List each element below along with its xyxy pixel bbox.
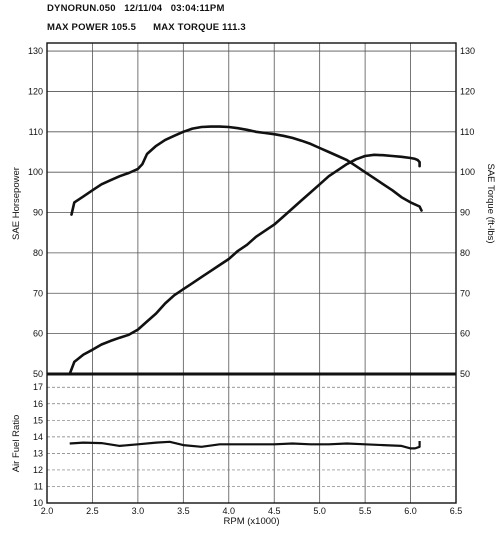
run-info-header: DYNORUN.050 12/11/04 03:04:11PM	[47, 3, 225, 14]
y-axis-label-horsepower: SAE Horsepower	[11, 167, 22, 240]
max-values-header: MAX POWER 105.5 MAX TORQUE 111.3	[47, 22, 246, 33]
left-tick-label: 50	[33, 369, 43, 379]
afr-tick-label: 14	[33, 432, 43, 442]
left-tick-label: 60	[33, 329, 43, 339]
right-tick-label: 130	[460, 46, 475, 56]
left-tick-label: 110	[29, 127, 43, 137]
left-tick-label: 100	[28, 167, 43, 177]
afr-tick-label: 16	[33, 399, 43, 409]
torque-line	[70, 125, 423, 216]
top-panel-gridlines	[46, 43, 457, 503]
x-tick-label: 5.0	[313, 506, 326, 516]
afr-tick-label: 17	[33, 382, 43, 392]
left-tick-label: 80	[33, 248, 43, 258]
x-tick-label: 2.0	[41, 506, 54, 516]
plot-frames	[46, 42, 457, 504]
afr-tick-label: 15	[33, 415, 43, 425]
right-tick-label: 100	[460, 167, 475, 177]
left-tick-label: 90	[33, 208, 43, 218]
left-tick-label: 120	[28, 86, 43, 96]
x-tick-label: 6.5	[450, 506, 463, 516]
right-tick-label: 50	[460, 369, 470, 379]
afr-tick-label: 11	[34, 481, 43, 491]
right-tick-label: 90	[460, 208, 470, 218]
left-tick-label: 130	[28, 46, 43, 56]
left-tick-label: 70	[33, 288, 43, 298]
x-tick-label: 3.5	[177, 506, 190, 516]
data-series	[68, 125, 423, 450]
x-tick-label: 2.5	[86, 506, 99, 516]
right-tick-label: 80	[460, 248, 470, 258]
right-tick-label: 110	[460, 127, 474, 137]
x-tick-label: 4.5	[268, 506, 281, 516]
x-axis-label: RPM (x1000)	[224, 516, 280, 527]
afr-tick-label: 10	[33, 498, 43, 508]
axis-labels: SAE Horsepower SAE Torque (ft-lbs) Air Fue…	[11, 163, 496, 527]
y-axis-label-torque: SAE Torque (ft-lbs)	[485, 163, 496, 243]
right-tick-label: 120	[460, 86, 475, 96]
x-tick-label: 3.0	[132, 506, 145, 516]
y-axis-label-air-fuel: Air Fuel Ratio	[11, 415, 22, 473]
tick-labels: 50 60 70 80 90 100 110 120 130 50 60 70 80 90 100 110 12…	[28, 46, 475, 516]
horsepower-line	[68, 153, 421, 376]
plot-border	[46, 42, 457, 504]
air-fuel-ratio-line	[69, 440, 421, 450]
x-tick-label: 4.0	[223, 506, 236, 516]
right-tick-label: 70	[460, 288, 470, 298]
right-tick-label: 60	[460, 329, 470, 339]
afr-tick-label: 13	[33, 448, 43, 458]
afr-tick-label: 12	[33, 465, 43, 475]
x-tick-label: 6.0	[404, 506, 417, 516]
x-tick-label: 5.5	[359, 506, 372, 516]
